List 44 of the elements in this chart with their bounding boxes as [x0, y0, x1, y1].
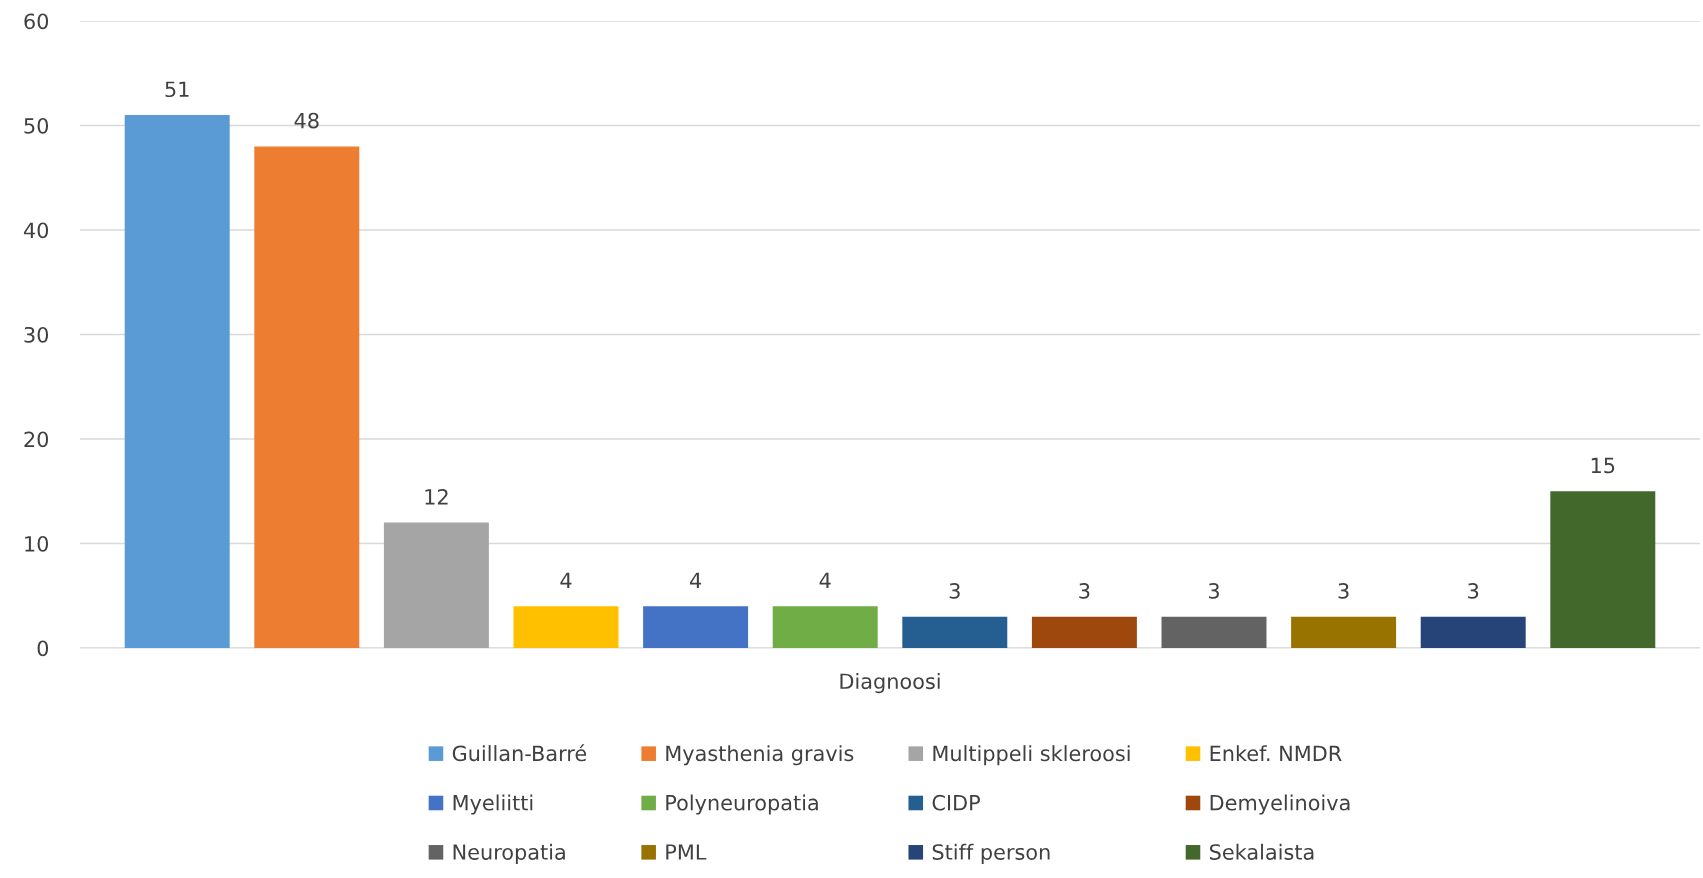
data-label: 48 [294, 112, 319, 129]
data-label: 15 [1591, 457, 1615, 474]
x-tick-label: Diagnoosi [840, 673, 940, 694]
bar [1550, 491, 1656, 648]
legend-label: Enkef. NMDR [1210, 745, 1342, 762]
y-tick-label: 0 [37, 640, 49, 657]
legend-label: Demyelinoiva [1210, 794, 1350, 815]
data-label: 51 [165, 81, 189, 98]
legend-label: Neuropatia [453, 843, 565, 864]
legend-label: Guillan-Barré [452, 744, 587, 762]
data-label: 3 [1079, 582, 1090, 599]
bar [383, 522, 489, 648]
bar [1420, 616, 1526, 648]
bar [124, 115, 230, 648]
legend-label: Polyneuropatia [666, 794, 818, 815]
data-label: 3 [949, 582, 960, 599]
data-label: 3 [1468, 582, 1479, 599]
data-label: 4 [560, 572, 572, 588]
data-label: 3 [1338, 582, 1349, 599]
y-tick-label: 50 [24, 117, 49, 134]
legend-label: Myasthenia gravis [666, 745, 854, 766]
y-tick-label: 40 [23, 222, 49, 239]
data-label: 3 [1208, 582, 1219, 599]
legend-label: CIDP [932, 794, 980, 811]
data-label: 4 [819, 572, 831, 588]
bar [643, 606, 749, 648]
bar [902, 616, 1008, 648]
data-label: 4 [689, 572, 702, 588]
legend-label: Myeliitti [453, 794, 533, 815]
legend-label: PML [666, 844, 707, 860]
data-label: 12 [425, 488, 448, 505]
y-tick-label: 10 [25, 535, 49, 552]
y-tick-label: 20 [24, 431, 49, 448]
bar [513, 606, 619, 648]
bar [1031, 616, 1137, 648]
bar [1161, 616, 1267, 648]
legend-label: Multippeli skleroosi [933, 745, 1130, 766]
legend-label: Sekalaista [1209, 843, 1314, 860]
bar [254, 146, 360, 648]
y-tick-label: 60 [24, 13, 49, 30]
bar [772, 606, 878, 648]
y-tick-label: 30 [24, 326, 49, 343]
legend-label: Stiff person [932, 843, 1050, 864]
bar [1291, 616, 1397, 648]
